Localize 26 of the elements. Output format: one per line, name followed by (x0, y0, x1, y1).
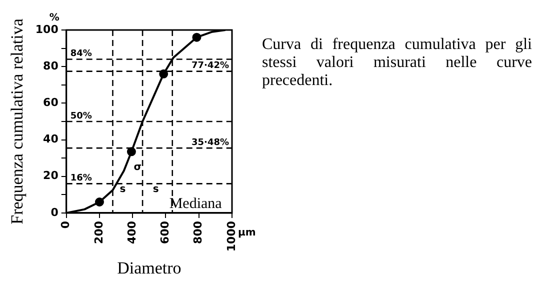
y-tick-label: 20 (43, 169, 59, 182)
annotation: s (120, 184, 126, 195)
ref-line-label: 84% (70, 49, 92, 60)
ref-line-label: 35·48% (192, 138, 229, 148)
x-tick-label: 1000 (224, 220, 238, 252)
annotation: s (152, 184, 159, 195)
y-tick-label: 80 (43, 59, 59, 72)
text: % (49, 12, 60, 24)
x-tick-label: 800 (192, 220, 205, 244)
ref-line-label: 77·42% (192, 61, 229, 72)
x-tick-label: 600 (158, 220, 172, 244)
text: µm (238, 228, 256, 239)
ref-line-label: 50% (70, 111, 92, 122)
x-tick-label: 200 (92, 220, 106, 244)
y-axis-title: Frequenza cumulativa relativa (8, 18, 27, 224)
y-tick-label: 60 (43, 96, 59, 110)
y-tick-label: 0 (50, 206, 59, 219)
text: Curva di frequenza cumulativa per gli stessi valori misurati nelle curve precedenti. (262, 36, 532, 90)
y-tick-label: 40 (43, 132, 59, 146)
ref-line-label: 16% (70, 174, 92, 184)
x-tick-label: 0 (59, 220, 72, 229)
x-axis-title: Diametro (117, 258, 182, 278)
annotation: Mediana (169, 196, 222, 212)
y-tick-label: 100 (35, 22, 59, 36)
annotation: σ (134, 162, 142, 173)
x-tick-label: 400 (125, 220, 138, 244)
